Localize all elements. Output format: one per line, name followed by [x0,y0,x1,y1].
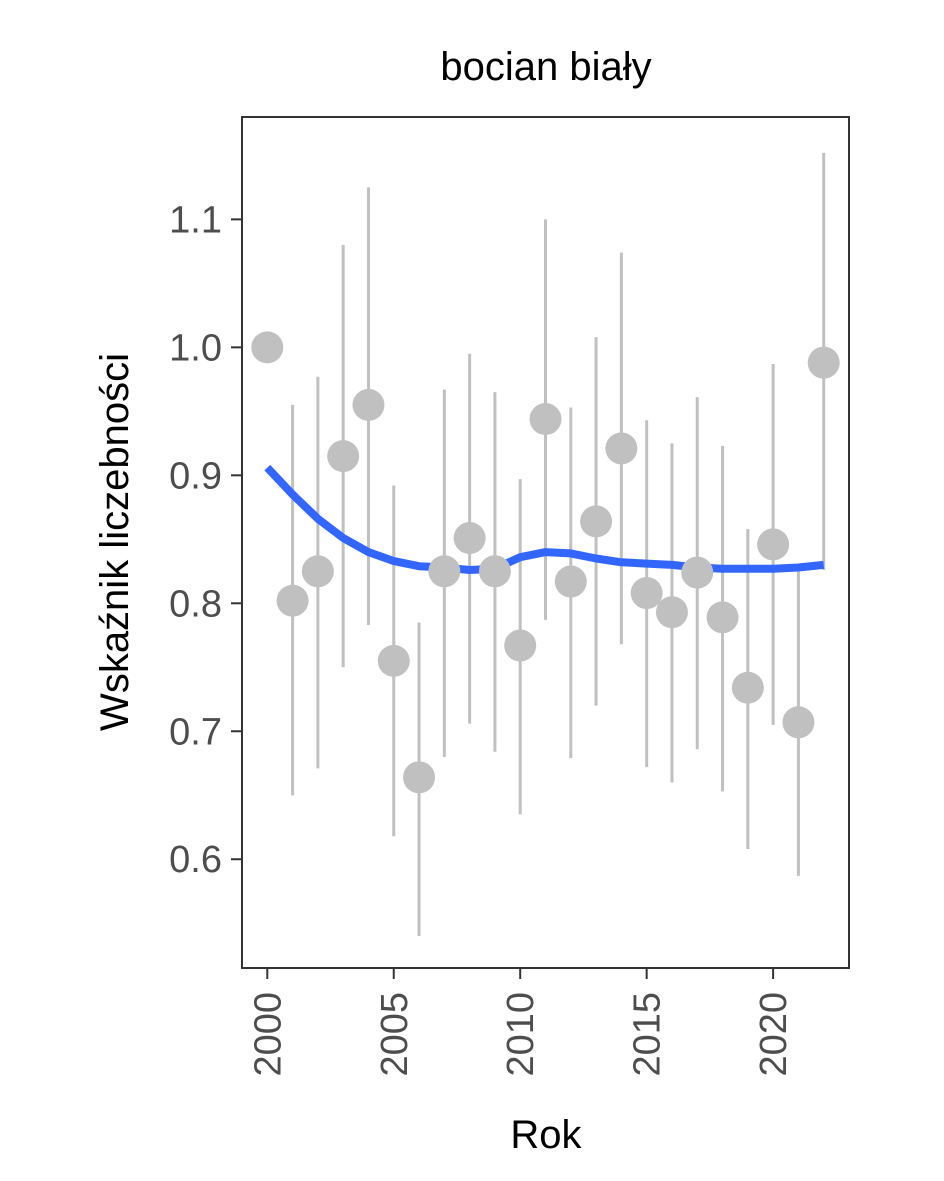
data-point [807,346,840,379]
y-axis-label: Wskaźnik liczebności [93,353,137,731]
data-point [327,440,360,473]
data-point [655,596,688,629]
x-tick-label: 2000 [247,992,289,1077]
data-point [529,403,562,436]
trend-line [264,464,825,574]
x-tick-label: 2010 [500,992,542,1077]
data-point [251,331,284,364]
data-point [301,555,334,588]
data-point [377,644,410,677]
data-point [757,528,790,561]
y-tick-label: 0.8 [169,583,222,625]
chart-title: bocian biały [440,45,651,89]
data-point [605,432,638,465]
data-point [580,505,613,538]
x-tick-label: 2015 [627,992,669,1077]
data-point [782,706,815,739]
data-point [706,601,739,634]
x-tick-label: 2020 [753,992,795,1077]
data-point [276,584,309,617]
y-tick-label: 0.7 [169,711,222,753]
y-tick-label: 1.1 [169,199,222,241]
data-point [630,577,663,610]
data-point [554,565,587,598]
data-point [731,671,764,704]
data-point [478,555,511,588]
data-point [352,388,385,421]
x-tick-label: 2005 [374,992,416,1077]
plot-frame [241,116,850,969]
data-point [504,629,537,662]
data-point [681,556,714,589]
x-axis: 2000 2005 2010 2015 2020 [247,968,795,1077]
data-point [428,555,461,588]
y-tick-label: 0.9 [169,455,222,497]
data-point [403,761,436,794]
x-axis-label: Rok [510,1113,582,1157]
y-tick-label: 0.6 [169,839,222,881]
y-axis: 0.6 0.7 0.8 0.9 1.0 1.1 [169,199,242,881]
data-point [453,522,486,555]
y-tick-label: 1.0 [169,327,222,369]
plot-area [251,152,840,937]
